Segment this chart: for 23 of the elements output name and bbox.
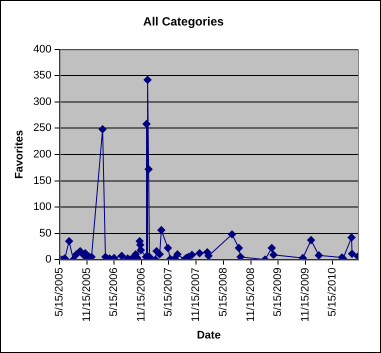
y-tick-label: 350 [33, 70, 52, 82]
x-tick-label: 11/15/2009 [299, 268, 312, 322]
x-tick-label: 11/15/2006 [136, 268, 148, 322]
x-tick-label: 11/15/2008 [244, 268, 257, 322]
y-tick-label: 50 [39, 227, 52, 240]
y-tick-label: 250 [33, 122, 52, 134]
y-tick-label: 0 [45, 254, 52, 266]
x-tick-label: 11/15/2005 [81, 268, 94, 322]
y-tick-label: 100 [33, 201, 52, 214]
x-tick-label: 5/15/2008 [217, 268, 230, 316]
y-tick-label: 200 [33, 148, 52, 161]
y-tick-label: 300 [33, 96, 52, 108]
x-tick-label: 5/15/2009 [272, 268, 284, 316]
x-tick-label: 5/15/2006 [108, 268, 120, 316]
x-axis-title: Date [196, 329, 221, 342]
y-tick-label: 400 [33, 43, 52, 56]
y-axis-title: Favorites [14, 130, 26, 179]
x-tick-label: 5/15/2010 [326, 268, 338, 316]
x-tick-label: 5/15/2005 [54, 268, 66, 316]
x-tick-label: 11/15/2007 [190, 268, 202, 322]
x-tick-label: 5/15/2007 [162, 268, 175, 316]
y-tick-label: 150 [33, 174, 52, 187]
chart-title: All Categories [143, 14, 224, 29]
